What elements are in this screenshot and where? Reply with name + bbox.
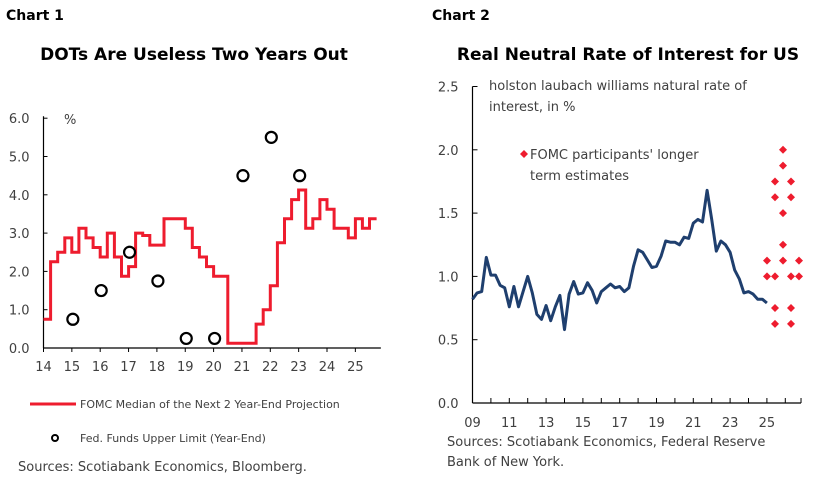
chart1-y-unit: % bbox=[64, 113, 76, 128]
chart1-circles bbox=[66, 130, 307, 346]
chart2-x-tick-label: 15 bbox=[575, 416, 592, 431]
chart1-x-tick-label: 14 bbox=[35, 360, 52, 375]
chart2-line bbox=[471, 188, 768, 332]
fed-funds-point bbox=[236, 169, 250, 183]
chart1-x-tick-label: 17 bbox=[120, 360, 137, 375]
fomc-estimate-point bbox=[787, 319, 795, 328]
chart1-x-tick-label: 24 bbox=[319, 360, 336, 375]
legend-fomc-estimates-line1: FOMC participants' longer bbox=[530, 148, 699, 163]
fomc-estimate-point bbox=[779, 240, 787, 249]
chart1-y-tick-label: 2.0 bbox=[9, 265, 30, 280]
chart2-source-line1: Sources: Scotiabank Economics, Federal R… bbox=[447, 435, 765, 450]
chart2-x-tick-label: 13 bbox=[538, 416, 555, 431]
chart2-x-tick-label: 09 bbox=[464, 416, 481, 431]
chart1-title: DOTs Are Useless Two Years Out bbox=[40, 45, 348, 65]
chart1-x-tick-label: 20 bbox=[205, 360, 222, 375]
chart2-diamonds bbox=[763, 145, 803, 328]
fomc-estimate-point bbox=[779, 209, 787, 218]
legend-diamond-swatch bbox=[520, 150, 528, 158]
fed-funds-point bbox=[179, 331, 193, 346]
legend-fed-funds: Fed. Funds Upper Limit (Year-End) bbox=[80, 432, 266, 445]
fed-funds-point bbox=[122, 245, 137, 259]
chart1-y-tick-label: 0.0 bbox=[9, 342, 30, 357]
chart1-x-tick-label: 25 bbox=[347, 360, 364, 375]
fomc-median-step-path bbox=[43, 188, 377, 345]
fomc-estimate-point bbox=[779, 256, 787, 265]
fed-funds-point bbox=[94, 283, 108, 298]
chart1-x-tick-label: 23 bbox=[290, 360, 307, 375]
fomc-estimate-point bbox=[787, 272, 795, 281]
chart2-x-tick-label: 25 bbox=[759, 416, 776, 431]
chart1-x-tick-label: 18 bbox=[149, 360, 166, 375]
chart1-legend: FOMC Median of the Next 2 Year-End Proje… bbox=[30, 398, 340, 445]
chart1-y-tick-label: 5.0 bbox=[9, 151, 30, 166]
chart2-x-tick-label: 23 bbox=[722, 416, 739, 431]
fomc-estimate-point bbox=[787, 193, 795, 202]
legend-fomc-median: FOMC Median of the Next 2 Year-End Proje… bbox=[80, 398, 340, 411]
fomc-estimate-point bbox=[771, 272, 779, 281]
legend-circle-swatch bbox=[51, 434, 59, 442]
chart1-x-tick-label: 21 bbox=[234, 360, 251, 375]
chart2-source-line2: Bank of New York. bbox=[447, 455, 564, 470]
fomc-estimate-point bbox=[787, 177, 795, 186]
chart2-y-tick-label: 1.0 bbox=[438, 270, 459, 285]
fomc-estimate-point bbox=[771, 304, 779, 313]
chart2-x-tick-label: 11 bbox=[501, 416, 518, 431]
chart2-series-label-line1: holston laubach williams natural rate of bbox=[489, 79, 747, 94]
fed-funds-point bbox=[151, 274, 165, 288]
chart2-x-tick-label: 17 bbox=[611, 416, 628, 431]
chart2-axes: 0.0 0.5 1.0 1.5 2.0 2.5 09 11 13 15 17 19 21 23 25 bbox=[438, 81, 802, 431]
chart2-y-tick-label: 1.5 bbox=[438, 207, 459, 222]
fomc-estimate-point bbox=[763, 256, 771, 265]
fomc-estimate-point bbox=[779, 145, 787, 154]
fed-funds-point bbox=[293, 169, 307, 183]
fomc-estimate-point bbox=[779, 161, 787, 170]
fomc-estimate-point bbox=[795, 272, 803, 281]
chart2-x-tick-label: 19 bbox=[648, 416, 665, 431]
fed-funds-point bbox=[264, 130, 278, 144]
chart2-y-tick-label: 0.5 bbox=[438, 334, 459, 349]
fomc-estimate-point bbox=[795, 256, 803, 265]
chart1-step-line bbox=[43, 188, 377, 345]
chart1-y-tick-label: 3.0 bbox=[9, 227, 30, 242]
chart1-y-tick-label: 1.0 bbox=[9, 304, 30, 319]
chart2-header: Chart 2 bbox=[432, 8, 490, 24]
chart1-x-tick-label: 22 bbox=[262, 360, 279, 375]
fed-funds-point bbox=[208, 331, 222, 346]
chart1-header: Chart 1 bbox=[6, 8, 64, 24]
fomc-estimate-point bbox=[771, 319, 779, 328]
chart1-axes: 0.0 1.0 2.0 3.0 4.0 5.0 6.0 14 15 16 17 18 19 20 21 22 2… bbox=[9, 112, 381, 375]
chart1-y-tick-label: 6.0 bbox=[9, 112, 30, 127]
fed-funds-point bbox=[66, 312, 80, 326]
chart2-title: Real Neutral Rate of Interest for US bbox=[457, 45, 799, 65]
chart1-x-tick-label: 15 bbox=[64, 360, 81, 375]
fomc-estimate-point bbox=[787, 304, 795, 313]
chart2-y-tick-label: 2.5 bbox=[438, 81, 459, 96]
chart1-x-tick-label: 19 bbox=[177, 360, 194, 375]
fomc-estimate-point bbox=[771, 193, 779, 202]
hlw-natural-rate-line bbox=[471, 188, 768, 332]
legend-fomc-estimates-line2: term estimates bbox=[530, 169, 629, 184]
chart2-x-tick-label: 21 bbox=[685, 416, 702, 431]
chart2-y-tick-label: 2.0 bbox=[438, 144, 459, 159]
fomc-estimate-point bbox=[771, 177, 779, 186]
fomc-estimate-point bbox=[763, 272, 771, 281]
chart2-y-tick-label: 0.0 bbox=[438, 397, 459, 412]
chart1-source: Sources: Scotiabank Economics, Bloomberg… bbox=[18, 460, 307, 475]
chart2-series-label-line2: interest, in % bbox=[489, 100, 575, 115]
chart1-y-tick-label: 4.0 bbox=[9, 189, 30, 204]
chart1-x-tick-label: 16 bbox=[92, 360, 109, 375]
